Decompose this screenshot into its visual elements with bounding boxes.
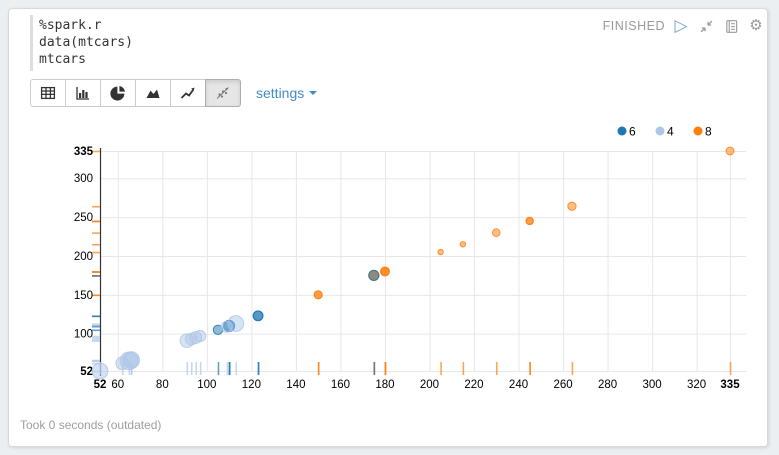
chart-type-button-group <box>30 79 241 107</box>
table-icon <box>40 86 56 100</box>
code-editor[interactable]: %spark.r data(mtcars) mtcars <box>30 15 339 71</box>
gear-icon[interactable]: ⚙ <box>749 17 763 34</box>
editor-book-icon[interactable] <box>722 17 740 35</box>
chart-toolbar: settings <box>30 79 318 107</box>
status-badge: FINISHED <box>602 19 665 33</box>
scatter-chart-icon <box>216 87 229 99</box>
chart-type-line-chart-button[interactable] <box>170 79 206 107</box>
line-chart-icon <box>180 87 195 99</box>
chart-type-pie-chart-button[interactable] <box>100 79 136 107</box>
settings-toggle[interactable]: settings <box>256 85 318 101</box>
caret-down-icon <box>309 91 318 95</box>
paragraph-status-bar: FINISHED ▷ ⚙ <box>603 17 765 35</box>
settings-label: settings <box>256 85 305 101</box>
chart-type-area-chart-button[interactable] <box>135 79 171 107</box>
chart-type-table-button[interactable] <box>30 79 66 107</box>
area-chart-icon <box>146 89 160 98</box>
chart-type-bar-chart-button[interactable] <box>65 79 101 107</box>
code-line: %spark.r <box>39 18 102 33</box>
code-line: data(mtcars) <box>39 35 133 50</box>
run-icon[interactable]: ▷ <box>674 16 688 35</box>
chart-type-scatter-chart-button[interactable] <box>205 79 241 107</box>
paragraph-card <box>8 8 768 447</box>
bar-chart-icon <box>76 87 89 100</box>
execution-time-note: Took 0 seconds (outdated) <box>20 418 162 432</box>
compress-icon[interactable] <box>697 17 715 35</box>
pie-chart-icon <box>110 86 125 101</box>
code-line: mtcars <box>39 52 86 67</box>
